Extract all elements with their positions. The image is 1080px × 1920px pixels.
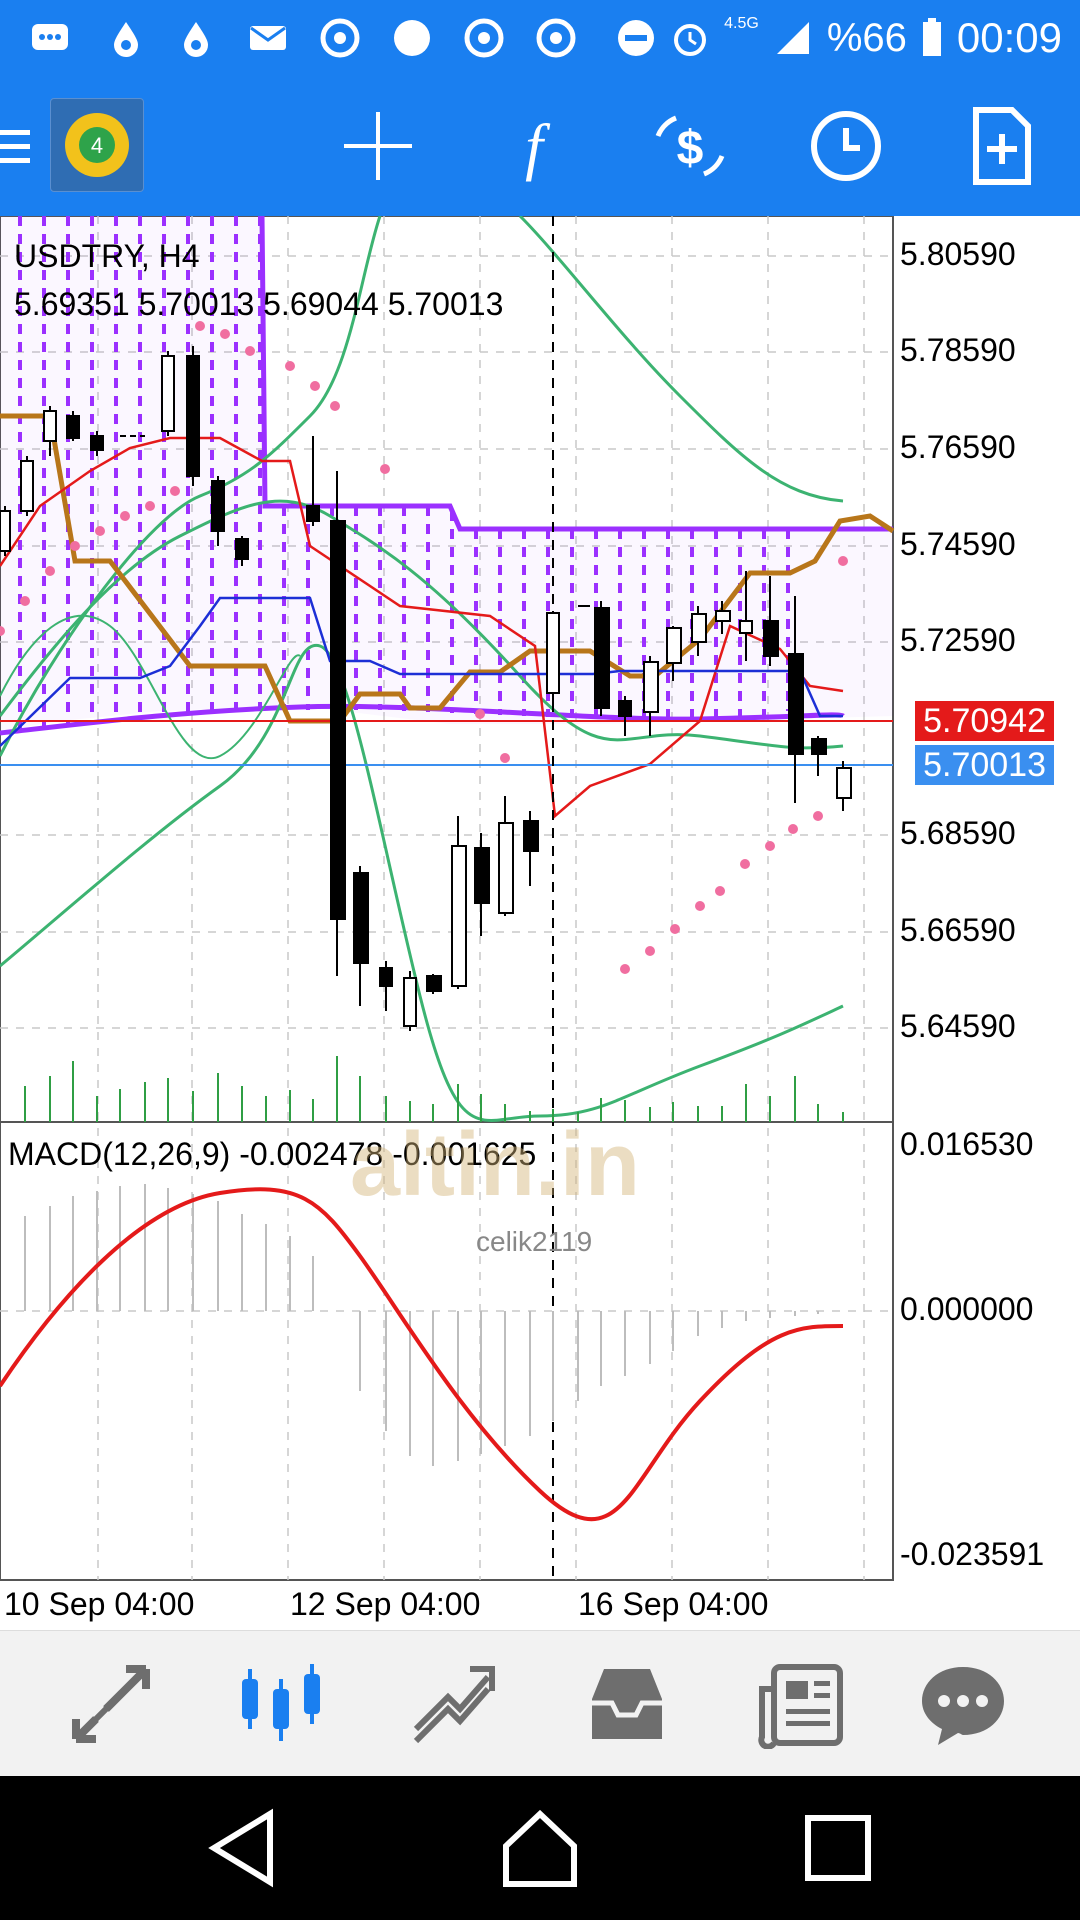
- bollinger-lower: [0, 643, 844, 1122]
- trade-icon[interactable]: $: [650, 106, 730, 186]
- senkou-span-b: [0, 703, 845, 736]
- svg-text:f: f: [525, 111, 551, 182]
- kijun-sen: [0, 413, 895, 724]
- drop-icon: [184, 22, 208, 57]
- price-label: 5.66590: [900, 912, 1016, 948]
- svg-text:4: 4: [91, 133, 103, 158]
- bollinger-upper-right: [518, 214, 844, 503]
- menu-icon[interactable]: [0, 106, 36, 186]
- system-nav: [0, 1776, 1080, 1920]
- chrome-icon: [464, 18, 504, 58]
- dnd-icon: [618, 20, 655, 56]
- messages-icon: [32, 24, 68, 50]
- macd-axis-label: 0.016530: [900, 1126, 1034, 1162]
- drop-icon: [114, 22, 138, 57]
- bottom-nav: [0, 1630, 1080, 1777]
- candles: [0, 346, 852, 1031]
- watermark: altin.in: [350, 1115, 640, 1215]
- price-label: 5.74590: [900, 526, 1016, 562]
- chart-icon[interactable]: [236, 1659, 326, 1749]
- recents-icon[interactable]: [796, 1806, 880, 1890]
- parabolic-sar: [0, 321, 848, 974]
- status-right: 4.5G %66 00:09: [616, 10, 1062, 66]
- price-label: 5.68590: [900, 815, 1016, 851]
- battery-icon: [922, 18, 941, 56]
- news-icon[interactable]: [756, 1659, 846, 1749]
- ohlc-label: 5.69351 5.70013 5.69044 5.70013: [14, 286, 504, 322]
- network-type: 4.5G: [724, 15, 759, 32]
- price-label: 5.78590: [900, 332, 1016, 368]
- macd-axis-label: -0.023591: [900, 1536, 1045, 1572]
- trade-chart-icon[interactable]: [408, 1659, 498, 1749]
- history-icon[interactable]: [582, 1659, 672, 1749]
- app-logo[interactable]: 4: [50, 98, 144, 192]
- messages-icon[interactable]: [918, 1659, 1008, 1749]
- indicator-f-icon[interactable]: f: [494, 106, 574, 186]
- svg-text:$: $: [677, 122, 704, 175]
- price-label: 5.72590: [900, 622, 1016, 658]
- macd-axis-label: 0.000000: [900, 1291, 1034, 1327]
- price-label: 5.80590: [900, 236, 1016, 272]
- bollinger-left: [0, 614, 301, 760]
- bid-price-tag: 5.70942: [915, 701, 1054, 741]
- ask-price-tag: 5.70013: [915, 745, 1054, 785]
- price-label: 5.64590: [900, 1008, 1016, 1044]
- toolbar: 4 f $: [0, 76, 1080, 216]
- macd-signal-line: [0, 1187, 844, 1522]
- time-label: 16 Sep 04:00: [578, 1586, 769, 1622]
- circle-icon: [394, 20, 430, 56]
- quotes-icon[interactable]: [66, 1659, 156, 1749]
- time-label: 10 Sep 04:00: [4, 1586, 195, 1622]
- price-label: 5.76590: [900, 429, 1016, 465]
- mail-icon: [250, 26, 286, 50]
- macd-frame: [0, 1121, 894, 1581]
- status-bar: 4.5G %66 00:09: [0, 0, 1080, 76]
- clock-time: 00:09: [956, 14, 1062, 61]
- macd-histogram: [24, 1184, 819, 1466]
- macd-label: MACD(12,26,9) -0.002478 -0.001625: [8, 1136, 537, 1172]
- crosshair-icon[interactable]: [338, 106, 418, 186]
- signal-icon: [776, 22, 809, 54]
- grid: [0, 216, 893, 1580]
- chart-area[interactable]: USDTRY, H4 5.69351 5.70013 5.69044 5.700…: [0, 214, 1080, 1630]
- chrome-icon: [536, 18, 576, 58]
- bollinger-upper: [0, 215, 382, 757]
- chrome-icon: [320, 18, 360, 58]
- back-icon[interactable]: [200, 1806, 284, 1890]
- volume-bars: [24, 1056, 844, 1122]
- battery-percent: %66: [826, 15, 907, 60]
- tenkan-sen: [0, 436, 844, 819]
- home-icon[interactable]: [498, 1806, 582, 1890]
- chart-canvas[interactable]: [0, 214, 1080, 1630]
- watermark-user: celik2119: [476, 1226, 593, 1257]
- senkou-span-a: [259, 215, 893, 532]
- new-order-icon[interactable]: [962, 106, 1042, 186]
- time-label: 12 Sep 04:00: [290, 1586, 481, 1622]
- bollinger-middle: [0, 499, 844, 750]
- alarm-icon: [674, 24, 707, 56]
- symbol-label: USDTRY, H4: [14, 238, 200, 274]
- clock-icon[interactable]: [806, 106, 886, 186]
